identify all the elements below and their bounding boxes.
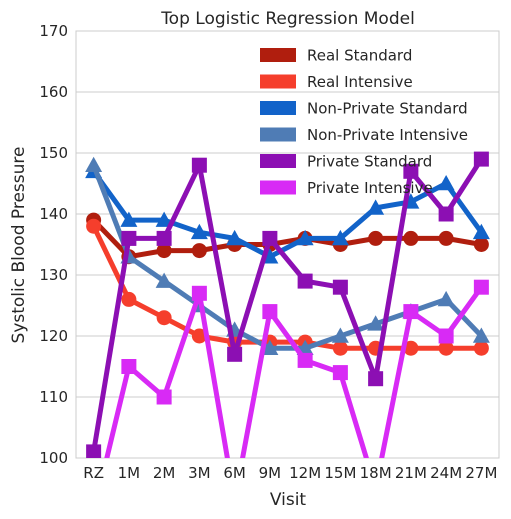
data-point (472, 223, 490, 240)
legend-swatch (260, 180, 296, 195)
data-point (191, 243, 207, 259)
data-point (437, 175, 455, 191)
x-tick-label: 24M (430, 464, 462, 482)
data-point (438, 340, 454, 356)
data-point (155, 272, 173, 288)
legend: Real Standard Real Intensive Non-Private S… (260, 47, 468, 197)
data-point (473, 151, 489, 167)
data-point (86, 505, 101, 519)
data-point (438, 206, 454, 222)
series-group (86, 151, 489, 458)
data-point (227, 493, 242, 508)
data-point (86, 218, 102, 234)
data-point (296, 229, 314, 246)
y-tick-label: 140 (39, 205, 68, 223)
data-point (332, 340, 348, 356)
data-point (191, 285, 207, 301)
data-point (121, 359, 137, 374)
data-point (438, 328, 454, 344)
legend-swatch (260, 101, 296, 115)
x-tick-label: 18M (360, 464, 392, 482)
data-point (297, 273, 313, 289)
data-point (403, 340, 419, 356)
x-tick-label: 2M (153, 464, 176, 482)
plot-area (75, 30, 500, 459)
legend-label: Private Standard (307, 153, 432, 171)
legend-swatch (260, 127, 296, 142)
data-point (156, 310, 172, 326)
data-point (437, 290, 455, 307)
data-point (121, 230, 137, 246)
y-tick-label: 170 (39, 22, 68, 40)
data-point (403, 230, 419, 246)
chart-title: Top Logistic Regression Model (160, 9, 415, 29)
x-tick-label: RZ (83, 464, 104, 482)
x-tick-label: 21M (395, 464, 427, 482)
data-point (262, 230, 278, 246)
y-tick-label: 130 (39, 266, 68, 284)
data-point (473, 279, 489, 295)
legend-label: Private Intensive (307, 179, 433, 197)
x-tick-label: 15M (324, 464, 356, 482)
data-point (473, 340, 489, 356)
legend-label: Real Intensive (307, 73, 413, 91)
data-point (297, 352, 313, 368)
legend-label: Real Standard (307, 47, 412, 65)
y-axis-ticks: 100 110 120 130 140 150 160 170 (39, 22, 68, 467)
y-tick-label: 160 (39, 83, 68, 101)
x-tick-label: 1M (118, 464, 141, 482)
data-point (156, 389, 172, 405)
x-tick-label: 3M (188, 464, 211, 482)
data-point (156, 230, 172, 246)
data-point (368, 371, 384, 387)
data-point (332, 279, 348, 295)
data-point (367, 199, 385, 215)
x-tick-label: 12M (289, 464, 321, 482)
legend-swatch (260, 154, 296, 168)
legend-swatch (260, 74, 296, 89)
data-point (403, 304, 419, 320)
data-point (438, 230, 454, 246)
data-point (367, 315, 385, 331)
data-point (86, 444, 102, 458)
data-point (472, 327, 490, 343)
y-tick-label: 150 (39, 144, 68, 162)
data-point (331, 327, 349, 343)
data-point (190, 223, 208, 240)
data-point (332, 365, 348, 381)
data-point (368, 481, 383, 496)
data-point (403, 163, 419, 179)
y-axis-label: Systolic Blood Pressure (9, 147, 29, 344)
data-point (331, 229, 349, 246)
data-point (191, 328, 207, 344)
data-point (226, 229, 244, 246)
data-point (368, 230, 384, 246)
data-point (191, 157, 207, 173)
x-tick-label: 6M (223, 464, 246, 482)
data-point (120, 211, 138, 227)
y-tick-label: 120 (39, 327, 68, 345)
series-layer (85, 151, 490, 519)
data-point (473, 237, 489, 252)
data-point (155, 211, 173, 227)
data-point (121, 291, 137, 307)
data-point (227, 346, 243, 362)
legend-label: Non-Private Intensive (307, 126, 468, 144)
data-point (261, 339, 279, 355)
legend-label: Non-Private Standard (307, 100, 468, 118)
series-line (91, 169, 484, 260)
legend-swatch (260, 48, 296, 62)
x-tick-label: 27M (465, 464, 497, 482)
data-point (262, 304, 278, 320)
x-axis-ticks: RZ 1M 2M 3M 6M 9M 12M 15M 18M 21M 24M 27M (83, 464, 497, 482)
data-point (156, 243, 172, 259)
y-tick-label: 100 (39, 449, 68, 467)
series-group (86, 279, 489, 519)
x-tick-label: 9M (259, 464, 282, 482)
y-tick-label: 110 (39, 388, 68, 406)
data-point (85, 156, 103, 172)
x-axis-label: Visit (270, 490, 307, 510)
